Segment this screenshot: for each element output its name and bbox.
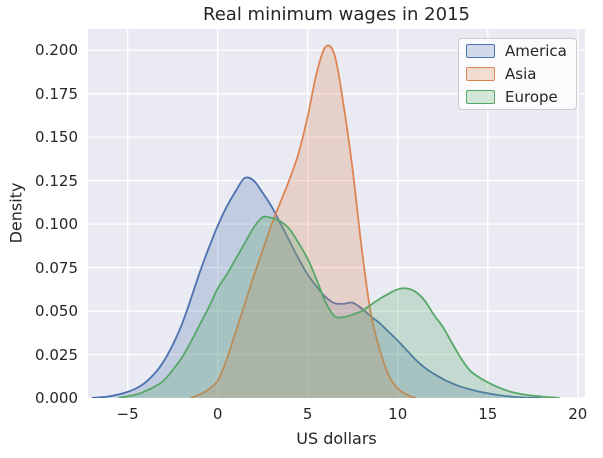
- legend-item-europe: Europe: [459, 85, 576, 108]
- y-tick-label: 0.125: [35, 171, 78, 190]
- y-tick-label: 0.175: [35, 84, 78, 103]
- kde-area-europe: [118, 216, 560, 398]
- x-tick-label: 5: [302, 405, 313, 423]
- x-axis-label: US dollars: [296, 429, 377, 448]
- x-tick-label: 0: [212, 405, 223, 423]
- y-tick-label: 0.000: [35, 389, 78, 407]
- x-tick-label: 20: [568, 405, 588, 423]
- legend-item-asia: Asia: [459, 62, 576, 85]
- legend-swatch-europe: [466, 89, 495, 104]
- kde-line-asia: [190, 44, 417, 398]
- legend: America Asia Europe: [458, 38, 577, 110]
- y-tick-label: 0.200: [35, 41, 78, 60]
- legend-item-america: America: [459, 39, 576, 62]
- kde-area-asia: [190, 45, 416, 398]
- legend-label: Europe: [505, 87, 558, 106]
- y-tick-label: 0.025: [35, 345, 78, 364]
- y-tick-label: 0.050: [35, 302, 78, 321]
- y-tick-label: 0.150: [35, 128, 78, 147]
- legend-swatch-asia: [466, 66, 495, 81]
- chart-title: Real minimum wages in 2015: [203, 4, 470, 25]
- kde-chart: [88, 29, 585, 398]
- y-axis-label: Density: [6, 182, 26, 244]
- legend-label: Asia: [505, 64, 537, 83]
- kde-line-america: [91, 176, 542, 398]
- y-tick-label: 0.075: [35, 258, 78, 277]
- x-tick-label: 15: [478, 405, 498, 423]
- x-tick-label: 10: [388, 405, 408, 423]
- x-tick-label: −5: [116, 405, 139, 423]
- legend-swatch-america: [466, 43, 495, 58]
- kde-line-europe: [118, 215, 560, 398]
- legend-label: America: [505, 41, 567, 60]
- y-tick-label: 0.100: [35, 215, 78, 234]
